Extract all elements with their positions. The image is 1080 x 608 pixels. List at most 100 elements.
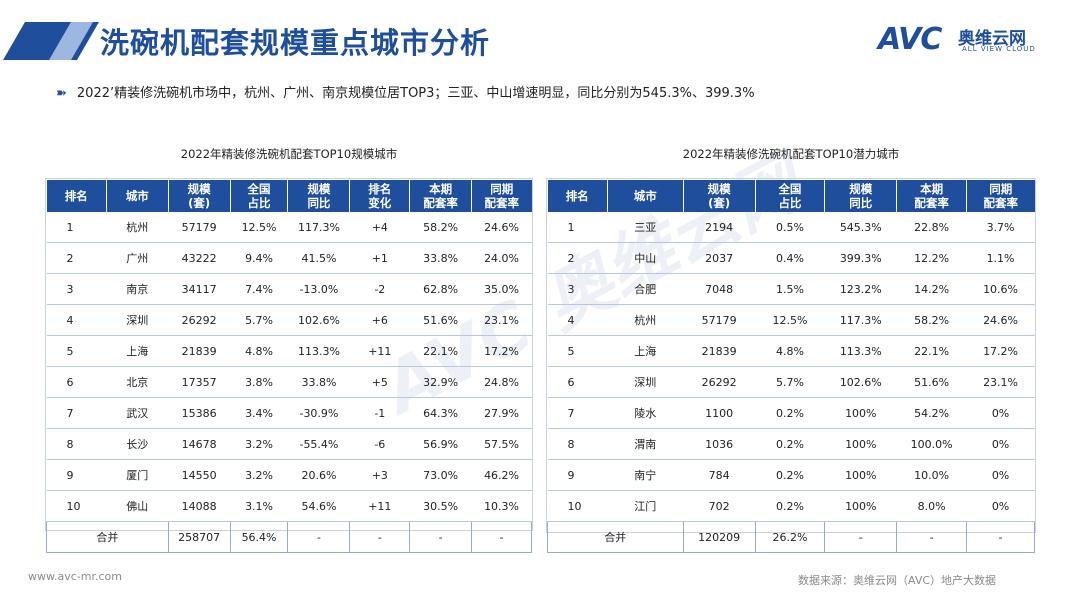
table-header-row: 排名 城市 规模 (套) 全国 占比 规模 同比 排名 变化 本期 配套率 同期 配套率: [46, 180, 532, 212]
footer-source: 数据来源：奥维云网（AVC）地产大数据: [798, 574, 997, 587]
rank-cell: 5: [46, 335, 107, 367]
column-header: 本期 配套率: [409, 180, 473, 212]
value-cell: 64.3%: [409, 397, 472, 429]
column-header: 本期 配套率: [896, 180, 968, 212]
potential-table-caption: 2022年精装修洗碗机配套TOP10潜力城市: [682, 147, 900, 161]
value-cell: 24.0%: [471, 242, 532, 274]
value-cell: 2037: [683, 242, 756, 274]
table-row: 5 上海 21839 4.8% 113.3% +11 22.1% 17.2%: [46, 335, 532, 367]
rank-cell: 3: [46, 273, 107, 305]
value-cell: 33.8%: [409, 242, 472, 274]
value-cell: +4: [349, 212, 410, 243]
value-cell: 5.7%: [755, 366, 825, 398]
value-cell: 14550: [168, 459, 231, 491]
table-row: 2 广州 43222 9.4% 41.5% +1 33.8% 24.0%: [46, 242, 532, 274]
value-cell: -2: [349, 273, 410, 305]
column-header: 规模 (套): [683, 180, 756, 212]
city-cell: 武汉: [106, 397, 169, 429]
total-value: -: [409, 521, 473, 553]
value-cell: 0.2%: [755, 459, 825, 491]
value-cell: 14678: [168, 428, 231, 460]
table-row: 8 渭南 1036 0.2% 100% 100.0% 0%: [547, 428, 1035, 460]
total-value: -: [896, 521, 968, 553]
value-cell: -13.0%: [287, 273, 350, 305]
rank-cell: 10: [46, 490, 107, 522]
value-cell: 10.3%: [471, 490, 532, 522]
value-cell: 17.2%: [966, 335, 1035, 367]
value-cell: 58.2%: [409, 212, 472, 243]
value-cell: 43222: [168, 242, 231, 274]
value-cell: 73.0%: [409, 459, 472, 491]
column-header: 全国 占比: [230, 180, 289, 212]
value-cell: 5.7%: [230, 304, 288, 336]
table-row: 5 上海 21839 4.8% 113.3% 22.1% 17.2%: [547, 335, 1035, 367]
value-cell: 21839: [683, 335, 756, 367]
column-header: 城市: [106, 180, 169, 212]
rank-cell: 6: [46, 366, 107, 398]
value-cell: 3.7%: [966, 212, 1035, 243]
value-cell: 100%: [824, 428, 897, 460]
total-value: 258707: [167, 521, 231, 553]
value-cell: 35.0%: [471, 273, 532, 305]
rank-cell: 2: [547, 242, 608, 274]
avc-logo: AVC 奥维云网 ALL VIEW CLOUD: [878, 22, 1058, 58]
value-cell: 0.2%: [755, 397, 825, 429]
value-cell: 784: [683, 459, 756, 491]
value-cell: 0.2%: [755, 428, 825, 460]
total-value: 26.2%: [754, 521, 826, 553]
value-cell: 17357: [168, 366, 231, 398]
rank-cell: 2: [46, 242, 107, 274]
value-cell: -6: [349, 428, 410, 460]
value-cell: 30.5%: [409, 490, 472, 522]
value-cell: 22.8%: [896, 212, 967, 243]
city-cell: 佛山: [106, 490, 169, 522]
city-cell: 南宁: [607, 459, 684, 491]
value-cell: -30.9%: [287, 397, 350, 429]
value-cell: 10.6%: [966, 273, 1035, 305]
value-cell: 9.4%: [230, 242, 288, 274]
value-cell: 56.9%: [409, 428, 472, 460]
city-cell: 上海: [106, 335, 169, 367]
total-value: -: [349, 521, 411, 553]
table-row: 1 杭州 57179 12.5% 117.3% +4 58.2% 24.6%: [46, 212, 532, 243]
column-header: 排名: [46, 180, 107, 212]
value-cell: 3.4%: [230, 397, 288, 429]
total-label: 合并: [547, 521, 684, 553]
scale-table-caption: 2022年精装修洗碗机配套TOP10规模城市: [180, 147, 398, 161]
city-cell: 长沙: [106, 428, 169, 460]
value-cell: 17.2%: [471, 335, 532, 367]
logo-cn-name: 奥维云网: [958, 29, 1026, 49]
total-value: -: [824, 521, 898, 553]
value-cell: 0%: [966, 397, 1035, 429]
table-row: 10 佛山 14088 3.1% 54.6% +11 30.5% 10.3%: [46, 490, 532, 522]
value-cell: 8.0%: [896, 490, 967, 522]
value-cell: 102.6%: [287, 304, 350, 336]
value-cell: +6: [349, 304, 410, 336]
value-cell: 117.3%: [287, 212, 350, 243]
column-header: 全国 占比: [755, 180, 826, 212]
footer-website: www.avc-mr.com: [28, 570, 122, 583]
table-row: 10 江门 702 0.2% 100% 8.0% 0%: [547, 490, 1035, 522]
value-cell: 117.3%: [824, 304, 897, 336]
column-header: 同期 配套率: [471, 180, 532, 212]
value-cell: 12.2%: [896, 242, 967, 274]
column-header: 同期 配套率: [966, 180, 1035, 212]
table-row: 7 陵水 1100 0.2% 100% 54.2% 0%: [547, 397, 1035, 429]
rank-cell: 8: [46, 428, 107, 460]
total-value: -: [287, 521, 351, 553]
value-cell: 0%: [966, 428, 1035, 460]
value-cell: +11: [349, 490, 410, 522]
table-row: 9 厦门 14550 3.2% 20.6% +3 73.0% 46.2%: [46, 459, 532, 491]
total-row: 合并 120209 26.2% - - -: [547, 521, 1035, 553]
city-cell: 深圳: [607, 366, 684, 398]
city-cell: 三亚: [607, 212, 684, 243]
value-cell: 14.2%: [896, 273, 967, 305]
value-cell: 100%: [824, 397, 897, 429]
rank-cell: 1: [547, 212, 608, 243]
rank-cell: 8: [547, 428, 608, 460]
value-cell: 3.2%: [230, 428, 288, 460]
summary-text: 2022’精装修洗碗机市场中，杭州、广州、南京规模位居TOP3；三亚、中山增速明…: [76, 86, 755, 101]
table-row: 9 南宁 784 0.2% 100% 10.0% 0%: [547, 459, 1035, 491]
value-cell: 702: [683, 490, 756, 522]
